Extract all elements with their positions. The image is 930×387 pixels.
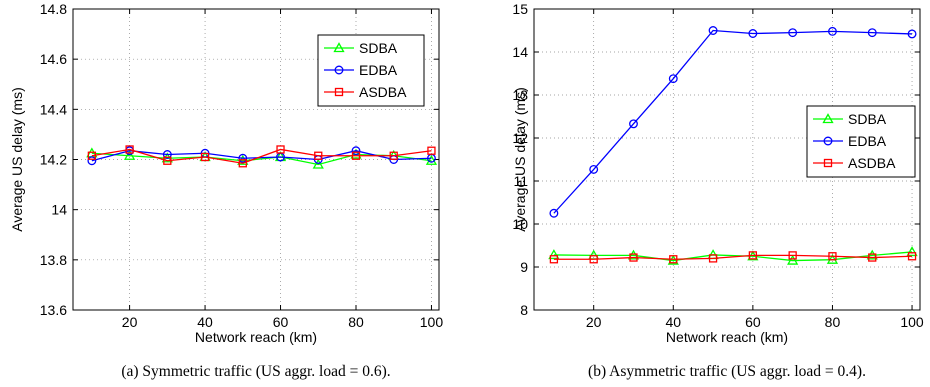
legend-label: ASDBA xyxy=(359,84,407,100)
data-point xyxy=(389,151,398,160)
data-point xyxy=(87,156,97,166)
x-tick-label: 80 xyxy=(825,314,841,330)
axes-frame xyxy=(72,8,440,311)
y-axis-title: Average US delay (ms) xyxy=(9,87,25,231)
legend-label: ASDBA xyxy=(848,155,896,171)
legend: SDBA EDBA ASDBA xyxy=(806,105,916,178)
y-tick-label: 14.4 xyxy=(40,101,67,117)
data-point xyxy=(866,249,878,260)
y-axis-title: Average US delay (ms) xyxy=(512,87,528,231)
x-tick-label: 60 xyxy=(745,314,761,330)
x-tick-label: 40 xyxy=(197,314,213,330)
series-asdba xyxy=(549,251,917,264)
data-point xyxy=(907,29,917,39)
legend-marker xyxy=(822,113,834,124)
data-point xyxy=(276,145,285,154)
data-point xyxy=(162,150,172,159)
data-point xyxy=(788,28,798,38)
y-tick-label: 11 xyxy=(513,173,528,189)
legend-label: EDBA xyxy=(848,133,887,149)
legend-marker xyxy=(823,136,833,146)
data-point xyxy=(668,74,678,84)
y-tick-label: 14.2 xyxy=(40,152,67,168)
y-tick-label: 13.6 xyxy=(40,302,67,318)
series-edba xyxy=(549,26,917,218)
data-point xyxy=(238,153,248,163)
y-tick-label: 14 xyxy=(512,44,528,60)
data-point xyxy=(238,159,247,168)
data-point xyxy=(548,249,560,260)
data-point xyxy=(427,146,436,155)
y-tick-label: 8 xyxy=(520,302,528,318)
x-axis-title: Network reach (km) xyxy=(195,329,317,345)
x-tick-label: 20 xyxy=(586,314,602,330)
y-tick-label: 15 xyxy=(512,1,528,17)
data-point xyxy=(589,164,599,174)
x-tick-label: 60 xyxy=(273,314,289,330)
figure-caption: (b) Asymmetric traffic (US aggr. load = … xyxy=(588,363,866,380)
data-point xyxy=(748,29,758,38)
chart-a: 20 40 60 80 100 13.6 13.8 14 14.2 14.4 14.6 14.8 SDB… xyxy=(9,1,443,380)
data-point xyxy=(867,28,877,38)
legend-label: EDBA xyxy=(359,62,398,78)
legend-marker xyxy=(333,42,345,53)
x-tick-label: 80 xyxy=(348,314,364,330)
data-point xyxy=(907,252,917,261)
data-point xyxy=(87,151,97,160)
data-point xyxy=(549,208,559,218)
data-point xyxy=(549,255,559,264)
legend-marker xyxy=(334,65,344,75)
data-point xyxy=(669,255,678,264)
series-line xyxy=(553,254,913,260)
data-point xyxy=(314,151,323,160)
data-point xyxy=(787,254,799,265)
y-tick-label: 9 xyxy=(520,259,528,275)
x-tick-label: 20 xyxy=(122,314,138,330)
data-point xyxy=(868,253,877,262)
data-point xyxy=(708,26,718,35)
data-point xyxy=(312,158,324,169)
series-line xyxy=(91,148,432,164)
data-point xyxy=(627,249,640,260)
data-point xyxy=(788,251,797,260)
x-tick-label: 40 xyxy=(665,314,681,330)
figure-caption: (a) Symmetric traffic (US aggr. load = 0… xyxy=(121,363,390,380)
x-axis-title: Network reach (km) xyxy=(666,329,788,345)
data-point xyxy=(123,149,136,160)
x-tick-label: 100 xyxy=(900,314,924,330)
chart-b: 20 40 60 80 100 8 9 10 11 12 13 14 15 SDBA EDBA ASDBA Ne… xyxy=(512,1,924,380)
data-point xyxy=(125,145,134,154)
legend-label: SDBA xyxy=(359,40,398,56)
legend: SDBA EDBA ASDBA xyxy=(317,34,425,107)
data-point xyxy=(906,246,918,257)
y-tick-label: 12 xyxy=(512,130,528,146)
data-point xyxy=(351,146,361,156)
data-point xyxy=(667,254,679,265)
data-point xyxy=(828,26,837,36)
y-tick-label: 10 xyxy=(512,216,528,232)
data-point xyxy=(748,251,758,260)
data-point xyxy=(708,254,718,263)
data-point xyxy=(629,253,638,262)
data-point xyxy=(163,156,172,165)
y-tick-label: 14.6 xyxy=(40,51,67,67)
data-point xyxy=(351,151,361,160)
legend-label: SDBA xyxy=(848,111,887,127)
y-tick-label: 14.8 xyxy=(40,1,67,17)
axes-frame xyxy=(533,8,921,311)
series-line xyxy=(553,29,913,214)
data-point xyxy=(629,119,638,129)
y-tick-label: 13 xyxy=(512,87,528,103)
data-point xyxy=(828,252,837,261)
y-tick-label: 14 xyxy=(51,202,67,218)
legend-marker xyxy=(334,87,344,97)
data-point xyxy=(589,255,598,264)
data-point xyxy=(200,152,210,162)
data-point xyxy=(425,154,438,165)
y-tick-label: 13.8 xyxy=(40,252,67,268)
x-tick-label: 100 xyxy=(420,314,444,330)
series-asdba xyxy=(87,145,436,168)
legend-marker xyxy=(823,158,833,168)
